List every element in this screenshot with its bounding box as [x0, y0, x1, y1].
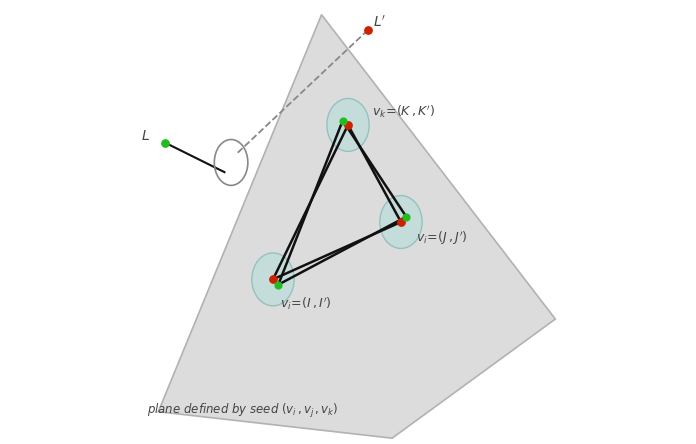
Text: $v_i\!=\!(J\,,J')$: $v_i\!=\!(J\,,J')$	[416, 230, 468, 247]
Point	[337, 117, 348, 124]
Text: $v_i\!=\!(I\,,I')$: $v_i\!=\!(I\,,I')$	[280, 296, 331, 312]
Point	[267, 276, 278, 283]
Text: plane defined by seed $(v_i\,,v_j\,,v_k)$: plane defined by seed $(v_i\,,v_j\,,v_k)…	[148, 402, 339, 420]
Point	[273, 281, 284, 288]
Text: $L$: $L$	[141, 129, 150, 143]
Point	[395, 218, 406, 226]
Point	[363, 27, 374, 34]
Point	[342, 121, 354, 128]
Polygon shape	[158, 15, 555, 438]
Text: $v_k\!=\!(K\,,K')$: $v_k\!=\!(K\,,K')$	[372, 103, 436, 120]
Text: $L'$: $L'$	[373, 14, 386, 30]
Ellipse shape	[252, 253, 294, 306]
Ellipse shape	[327, 99, 369, 151]
Point	[159, 139, 171, 146]
Ellipse shape	[380, 195, 422, 249]
Point	[401, 213, 412, 220]
